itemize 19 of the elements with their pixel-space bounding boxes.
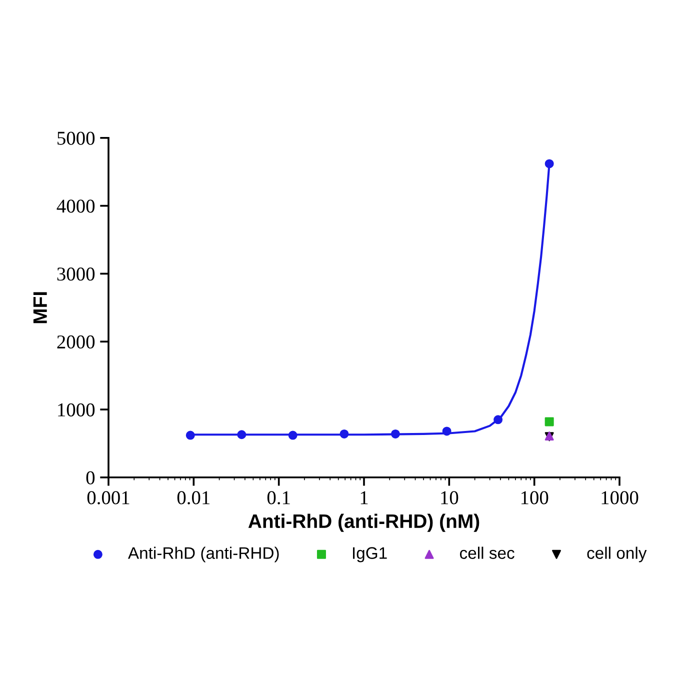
- y-axis-title: MFI: [33, 292, 47, 324]
- y-tick-label: 4000: [56, 200, 95, 213]
- x-tick-label: 0.001: [87, 491, 130, 504]
- legend-label: cell sec: [460, 546, 514, 559]
- x-tick-label: 1000: [602, 491, 638, 504]
- y-tick-label: 5000: [58, 132, 95, 145]
- y-tick-label: 1000: [58, 403, 95, 416]
- y-tick-label: 2000: [57, 335, 95, 349]
- x-tick-label: 100: [521, 491, 548, 504]
- y-tick-label: 0: [86, 471, 95, 484]
- x-tick-label: 0.01: [177, 491, 210, 504]
- x-tick-label: 0.1: [267, 491, 290, 504]
- x-tick-label: 1: [360, 491, 368, 504]
- x-tick-label: 10: [441, 491, 458, 504]
- y-tick-label: 3000: [57, 268, 95, 281]
- legend-label: Anti-RhD (anti-RHD): [128, 546, 279, 562]
- x-axis-title: Anti-RhD (anti-RHD) (nM): [248, 514, 480, 532]
- legend-label: IgG1: [353, 547, 387, 562]
- legend-label: cell only: [587, 546, 647, 562]
